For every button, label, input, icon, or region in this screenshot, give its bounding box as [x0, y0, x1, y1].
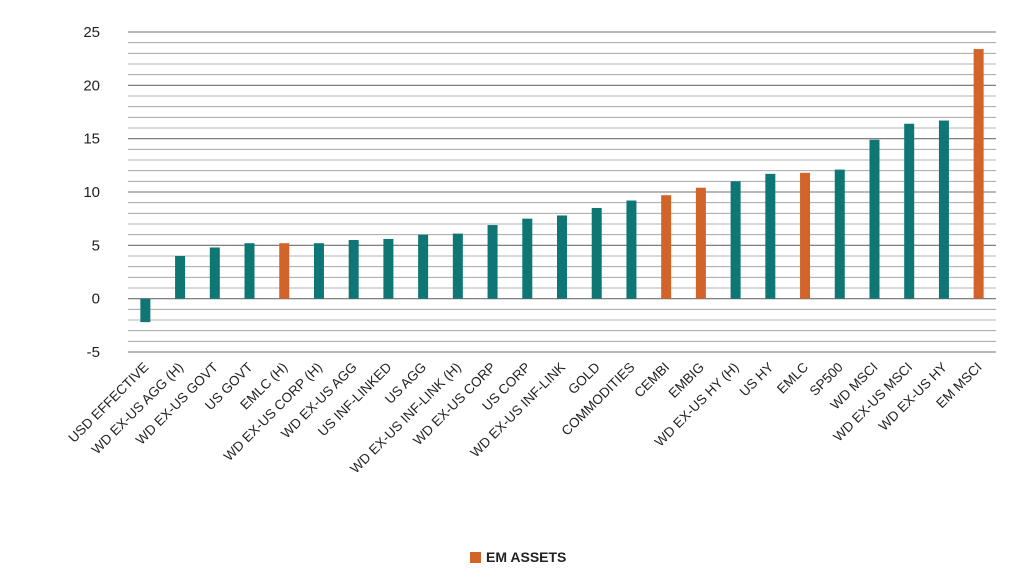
bar: [140, 298, 151, 323]
bar: [765, 173, 776, 299]
bar: [313, 243, 324, 299]
bar: [695, 187, 706, 299]
bar: [730, 181, 741, 299]
bar: [591, 208, 602, 299]
bar: [938, 120, 949, 299]
bar: [800, 172, 811, 299]
y-tick-label: 0: [92, 291, 100, 308]
bar: [557, 215, 567, 299]
bar: [487, 225, 498, 299]
x-category-label: CEMBI: [631, 360, 672, 401]
bar: [244, 243, 255, 299]
x-category-label: US HY: [737, 360, 777, 400]
x-category-label: EMLC: [774, 359, 811, 396]
y-tick-label: 15: [83, 131, 100, 148]
y-tick-label: 10: [83, 184, 100, 201]
y-tick-label: 5: [92, 237, 100, 254]
y-tick-label: -5: [87, 344, 100, 361]
bar: [626, 200, 637, 299]
y-axis-tick-labels: -5 0 5 10 15 20 25: [83, 24, 100, 361]
legend-label-em-assets: EM ASSETS: [486, 549, 566, 565]
bar: [279, 243, 290, 299]
bar: [973, 49, 984, 299]
legend-swatch-em-assets: [470, 552, 481, 563]
legend: EM ASSETS: [470, 549, 566, 565]
y-tick-label: 25: [83, 24, 100, 41]
bar: [869, 139, 880, 299]
bars: [140, 49, 984, 323]
bar: [452, 233, 463, 299]
bar: [834, 169, 845, 299]
bar: [209, 247, 220, 299]
bar: [661, 195, 672, 299]
grid-lines: [128, 31, 996, 353]
bar: [904, 123, 915, 299]
y-tick-label: 20: [83, 77, 100, 94]
bar: [418, 234, 429, 299]
bar: [175, 256, 186, 299]
bar: [348, 240, 359, 299]
bar: [522, 218, 533, 299]
bar: [383, 238, 394, 299]
